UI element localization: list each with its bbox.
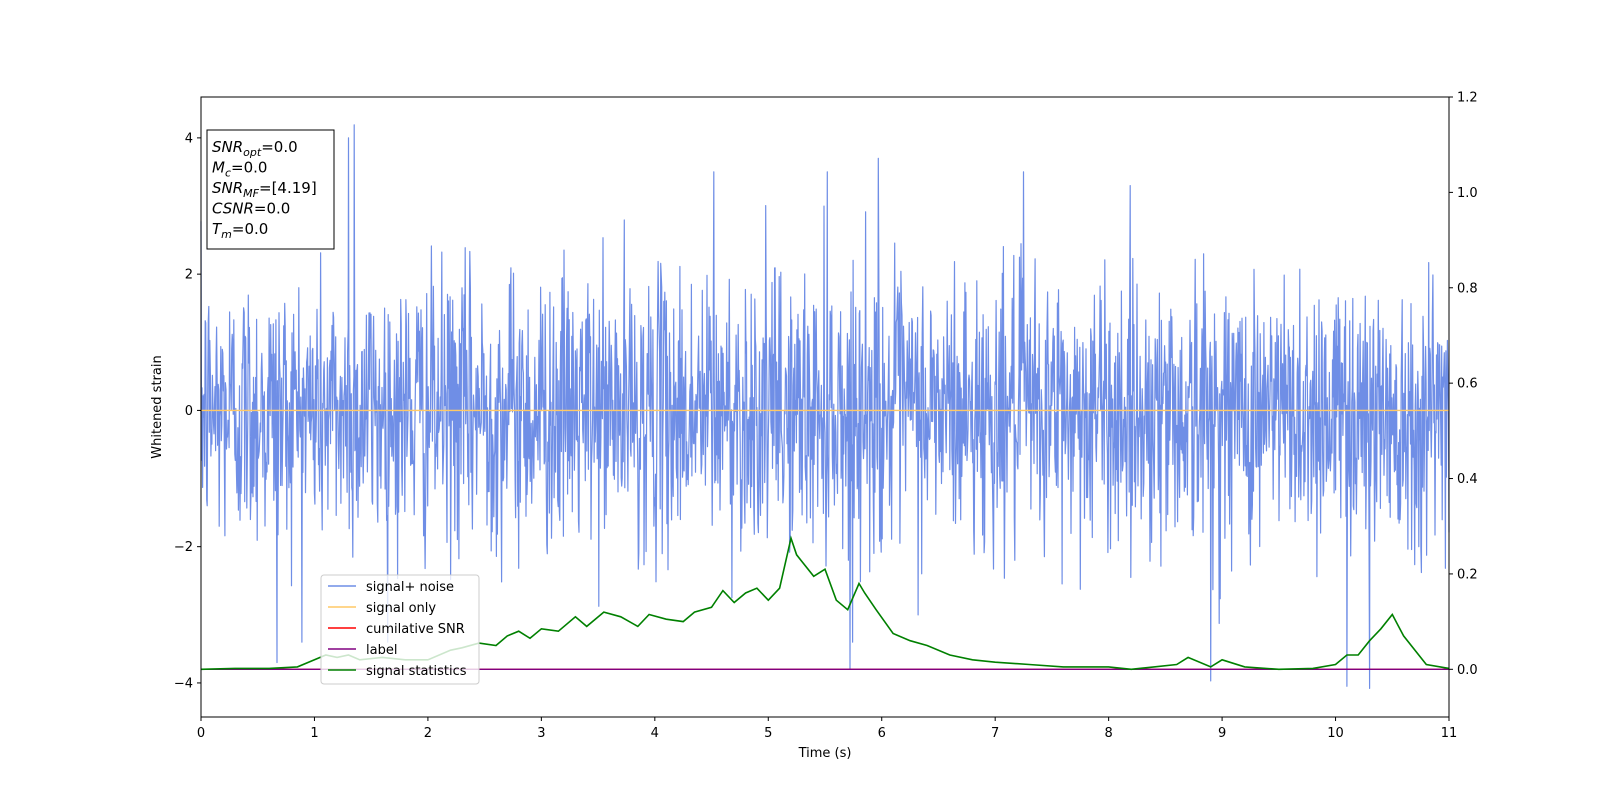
info-box-line: Tm=0.0 [212,220,268,241]
x-tick-label: 9 [1218,726,1226,741]
y2-tick-label: 1.2 [1457,91,1478,106]
legend: signal+ noise signal only cumilative SNR la… [320,574,480,685]
x-axis-label: Time (s) [798,746,852,761]
y2-tick-label: 0.8 [1457,281,1478,296]
legend-label: signal+ noise [366,580,454,595]
y-tick-label: 0 [185,404,193,419]
x-tick-label: 5 [764,726,772,741]
x-axis: 0 1 2 3 4 5 6 7 8 9 10 11 [197,717,1457,741]
info-box-frame [206,129,335,250]
info-box-line: SNRopt=0.0 [212,138,298,159]
x-tick-label: 0 [197,726,205,741]
x-tick-label: 10 [1327,726,1344,741]
noise-series-layer [200,124,1450,689]
y2-tick-label: 0.4 [1457,472,1478,487]
legend-label: signal statistics [366,664,467,679]
x-tick-label: 7 [991,726,999,741]
legend-label: signal only [366,601,436,616]
y-axis-label: Whitened strain [150,355,165,458]
x-tick-label: 11 [1441,726,1458,741]
legend-label: cumilative SNR [366,622,465,637]
y-axis-right: 0.0 0.2 0.4 0.6 0.8 1.0 1.2 [1449,91,1478,678]
x-tick-label: 3 [537,726,545,741]
info-box-line: SNRMF=[4.19] [212,179,317,200]
x-tick-label: 1 [310,726,318,741]
info-box-line: Mc=0.0 [212,159,267,180]
y-tick-label: −2 [174,540,193,555]
x-tick-label: 6 [878,726,886,741]
x-tick-label: 2 [424,726,432,741]
x-tick-label: 4 [651,726,659,741]
y2-tick-label: 0.2 [1457,567,1478,582]
y-tick-label: −4 [174,676,193,691]
info-box-line: CSNR=0.0 [212,200,290,218]
legend-frame [320,574,480,685]
y-tick-label: 4 [185,131,193,146]
y-axis-left: −4 −2 0 2 4 [174,131,201,691]
y2-tick-label: 0.6 [1457,377,1478,392]
y2-tick-label: 1.0 [1457,186,1478,201]
plot-frame [200,96,1450,718]
series-signal-noise-line [200,124,1450,689]
y2-tick-label: 0.0 [1457,663,1478,678]
legend-label: label [366,643,397,658]
y-tick-label: 2 [185,268,193,283]
x-tick-label: 8 [1104,726,1112,741]
